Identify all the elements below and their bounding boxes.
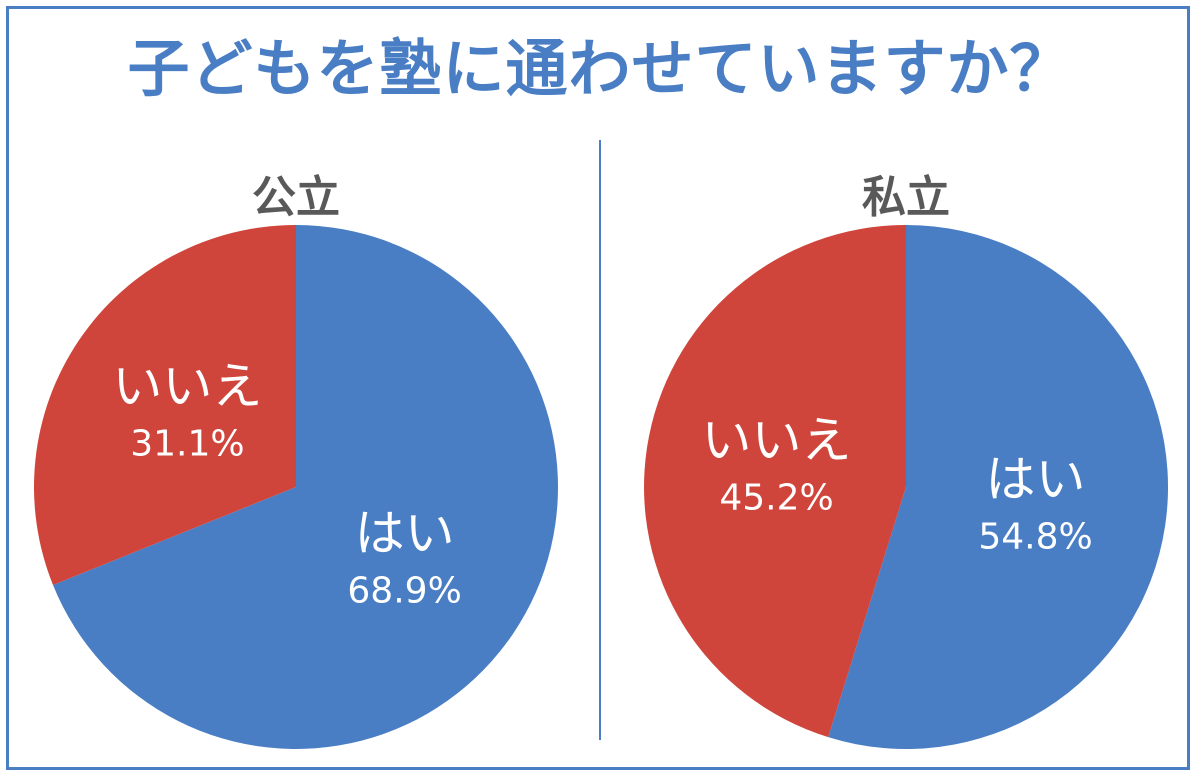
slice-labels-public: はい 68.9% いいえ 31.1%: [112, 358, 461, 612]
pie-slice-private-no: [644, 225, 906, 738]
slice-value-private-yes: 54.8%: [978, 517, 1092, 558]
slice-label-public-no: いいえ: [112, 358, 262, 416]
slice-label-private-no: いいえ: [702, 411, 852, 469]
panel-title-private: 私立: [862, 172, 950, 223]
panel-title-public: 公立: [252, 172, 340, 223]
slice-value-private-no: 45.2%: [719, 477, 833, 518]
pie-slice-private-yes: [828, 224, 1169, 750]
pie-slice-public-no: [33, 225, 296, 585]
pie-slices-private: [644, 224, 1169, 750]
slice-value-public-yes: 68.9%: [347, 570, 461, 611]
pie-slices-public: [33, 225, 558, 749]
pie-chart-private: 私立 はい 54.8% いいえ 45.2%: [644, 172, 1169, 750]
slice-labels-private: はい 54.8% いいえ 45.2%: [702, 411, 1093, 557]
slice-label-private-yes: はい: [986, 451, 1086, 509]
pie-chart-public: 公立 はい 68.9% いいえ 31.1%: [33, 172, 558, 749]
slice-value-public-no: 31.1%: [130, 424, 244, 465]
pie-slice-public-yes: [53, 225, 558, 749]
slice-label-public-yes: はい: [355, 504, 455, 562]
main-title: 子どもを塾に通わせていますか？: [127, 32, 1073, 105]
panel-divider: [599, 140, 601, 740]
